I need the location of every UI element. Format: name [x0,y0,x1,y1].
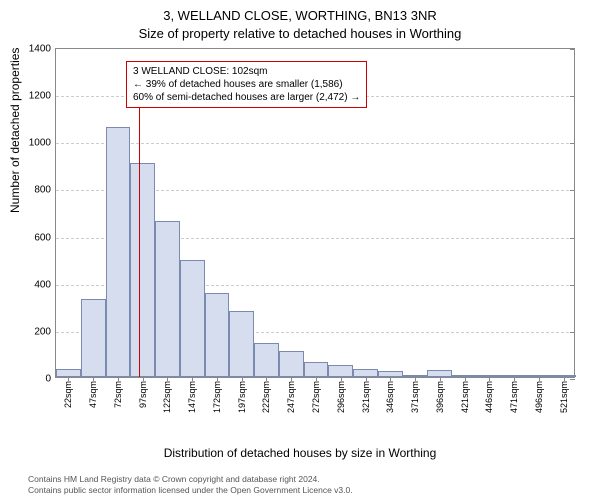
callout-box: 3 WELLAND CLOSE: 102sqm← 39% of detached… [126,61,367,108]
y-tick-label: 0 [45,374,56,385]
x-tick-label: 147sqm [187,377,197,413]
histogram-bar [254,343,279,377]
x-tick-label: 172sqm [212,377,222,413]
x-tick-mark [143,377,144,381]
x-axis-label: Distribution of detached houses by size … [0,446,600,460]
x-tick-label: 396sqm [435,377,445,413]
x-tick-mark [242,377,243,381]
y-tick-mark [570,49,575,50]
x-tick-mark [192,377,193,381]
x-tick-mark [415,377,416,381]
x-tick-mark [366,377,367,381]
x-tick-mark [465,377,466,381]
x-tick-label: 496sqm [534,377,544,413]
x-tick-label: 197sqm [237,377,247,413]
footer-line1: Contains HM Land Registry data © Crown c… [28,474,353,485]
x-tick-label: 471sqm [509,377,519,413]
y-tick-label: 200 [34,326,56,337]
histogram-chart: 3, WELLAND CLOSE, WORTHING, BN13 3NR Siz… [0,0,600,500]
chart-title-line1: 3, WELLAND CLOSE, WORTHING, BN13 3NR [0,8,600,23]
x-tick-mark [167,377,168,381]
x-tick-label: 247sqm [286,377,296,413]
x-tick-mark [539,377,540,381]
x-tick-label: 321sqm [361,377,371,413]
histogram-bar [279,351,304,377]
x-tick-mark [390,377,391,381]
y-tick-mark [570,143,575,144]
x-tick-label: 222sqm [261,377,271,413]
y-tick-label: 1200 [29,91,56,102]
histogram-bar [353,369,378,377]
x-tick-label: 272sqm [311,377,321,413]
x-tick-label: 296sqm [336,377,346,413]
plot-area: 020040060080010001200140022sqm47sqm72sqm… [55,48,575,378]
callout-line1: 3 WELLAND CLOSE: 102sqm [133,65,360,78]
x-tick-mark [514,377,515,381]
x-tick-mark [489,377,490,381]
y-tick-mark [570,379,575,380]
x-tick-mark [266,377,267,381]
x-tick-mark [217,377,218,381]
histogram-bar [56,369,81,377]
x-tick-mark [440,377,441,381]
x-tick-label: 521sqm [559,377,569,413]
y-tick-label: 400 [34,279,56,290]
x-tick-label: 122sqm [162,377,172,413]
footer-line2: Contains public sector information licen… [28,485,353,496]
x-tick-label: 371sqm [410,377,420,413]
x-tick-mark [291,377,292,381]
histogram-bar [328,365,353,377]
x-tick-mark [316,377,317,381]
histogram-bar [155,221,180,377]
histogram-bar [130,163,155,378]
y-tick-mark [570,190,575,191]
x-tick-label: 346sqm [385,377,395,413]
y-tick-mark [570,285,575,286]
chart-footer: Contains HM Land Registry data © Crown c… [28,474,353,496]
histogram-bar [427,370,452,377]
histogram-bar [205,293,230,377]
y-tick-label: 800 [34,185,56,196]
x-tick-mark [341,377,342,381]
y-axis-label: Number of detached properties [8,48,22,213]
histogram-bar [180,260,205,377]
x-tick-label: 446sqm [484,377,494,413]
histogram-bar [106,127,131,377]
histogram-bar [81,299,106,377]
x-tick-mark [564,377,565,381]
y-tick-label: 600 [34,232,56,243]
chart-title-line2: Size of property relative to detached ho… [0,26,600,41]
marker-line [139,95,140,377]
y-tick-label: 1400 [29,44,56,55]
x-tick-label: 22sqm [63,377,73,408]
histogram-bar [229,311,254,377]
gridline [56,143,574,144]
x-tick-mark [93,377,94,381]
callout-line3: 60% of semi-detached houses are larger (… [133,91,360,104]
y-tick-mark [570,238,575,239]
y-tick-label: 1000 [29,138,56,149]
x-tick-label: 97sqm [138,377,148,408]
y-tick-mark [570,332,575,333]
x-tick-label: 72sqm [113,377,123,408]
callout-line2: ← 39% of detached houses are smaller (1,… [133,78,360,91]
y-tick-mark [570,96,575,97]
x-tick-mark [68,377,69,381]
histogram-bar [304,362,329,377]
x-tick-label: 47sqm [88,377,98,408]
x-tick-mark [118,377,119,381]
x-tick-label: 421sqm [460,377,470,413]
